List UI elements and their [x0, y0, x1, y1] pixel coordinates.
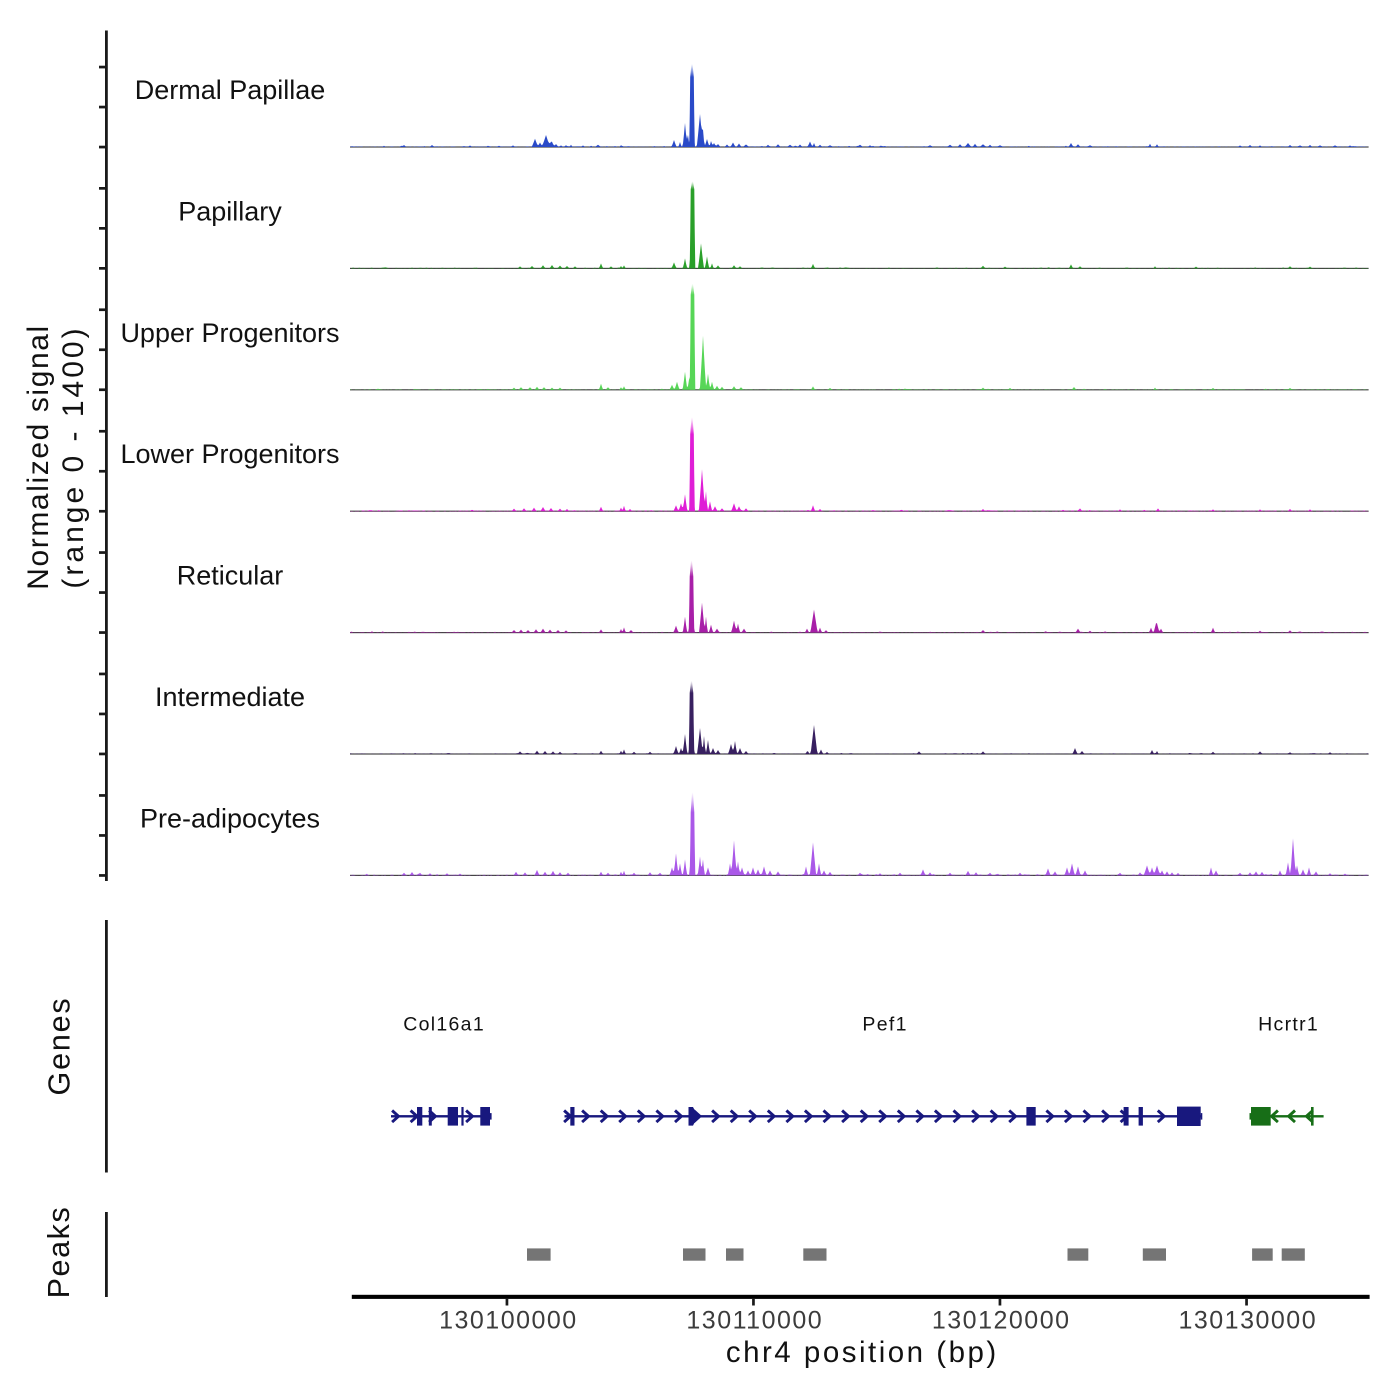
svg-text:Upper Progenitors: Upper Progenitors — [120, 318, 339, 348]
svg-text:Reticular: Reticular — [177, 561, 284, 591]
svg-text:Hcrtr1: Hcrtr1 — [1258, 1014, 1319, 1036]
svg-text:Pre-adipocytes: Pre-adipocytes — [140, 803, 320, 833]
svg-text:Genes: Genes — [42, 997, 76, 1096]
svg-text:Papillary: Papillary — [178, 196, 282, 226]
svg-text:Normalized signal: Normalized signal — [22, 324, 55, 590]
svg-text:chr4 position (bp): chr4 position (bp) — [726, 1336, 999, 1369]
svg-text:130100000: 130100000 — [439, 1307, 578, 1335]
svg-text:Lower Progenitors: Lower Progenitors — [120, 439, 339, 469]
svg-text:(range 0 - 1400): (range 0 - 1400) — [57, 325, 90, 588]
svg-text:130110000: 130110000 — [686, 1307, 823, 1335]
svg-text:Peaks: Peaks — [42, 1206, 76, 1299]
svg-text:Dermal Papillae: Dermal Papillae — [135, 75, 326, 105]
svg-text:Col16a1: Col16a1 — [403, 1014, 485, 1036]
svg-text:130120000: 130120000 — [932, 1307, 1071, 1335]
svg-text:Pef1: Pef1 — [862, 1014, 907, 1036]
svg-text:130130000: 130130000 — [1178, 1307, 1317, 1335]
svg-text:Intermediate: Intermediate — [155, 682, 305, 712]
